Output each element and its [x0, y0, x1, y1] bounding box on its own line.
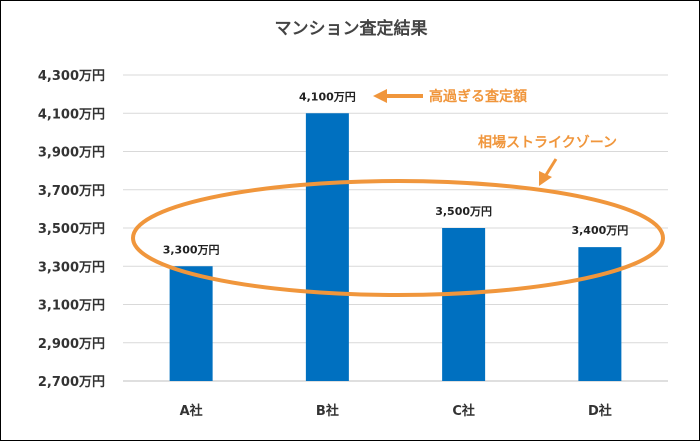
y-tick-label: 2,900万円	[38, 337, 105, 352]
data-label: 3,400万円	[571, 224, 628, 237]
data-label: 4,100万円	[299, 90, 356, 103]
bar	[442, 228, 486, 381]
strike-zone-ellipse	[131, 179, 665, 297]
y-tick-label: 2,700万円	[38, 375, 105, 390]
data-label: 3,500万円	[435, 205, 492, 218]
overpriced-arrow	[373, 89, 423, 103]
strike-zone-arrow	[539, 158, 558, 186]
grid-lines	[123, 74, 668, 382]
bars	[169, 113, 622, 381]
x-axis-ticks: A社 B社 C社 D社	[180, 403, 612, 419]
strike-zone-annotation: 相場ストライクゾーン	[478, 134, 617, 151]
x-tick-label: D社	[588, 403, 612, 419]
x-tick-label: B社	[316, 403, 339, 419]
bar	[305, 113, 349, 381]
data-labels: 3,300万円 4,100万円 3,500万円 3,400万円	[163, 90, 629, 256]
chart-title: マンション査定結果	[275, 18, 428, 39]
y-tick-label: 3,900万円	[38, 146, 105, 161]
y-tick-label: 3,100万円	[38, 299, 105, 314]
bar	[578, 247, 622, 381]
x-tick-label: A社	[180, 403, 203, 419]
y-tick-label: 3,700万円	[38, 184, 105, 199]
y-tick-label: 4,300万円	[38, 69, 105, 84]
y-axis-ticks: 2,700万円 2,900万円 3,100万円 3,300万円 3,500万円 3,700…	[38, 69, 105, 390]
y-tick-label: 3,500万円	[38, 222, 105, 237]
y-tick-label: 4,100万円	[38, 107, 105, 122]
y-tick-label: 3,300万円	[38, 260, 105, 275]
data-label: 3,300万円	[163, 243, 220, 256]
overpriced-annotation: 高過ぎる査定額	[429, 88, 527, 105]
x-tick-label: C社	[452, 403, 475, 419]
bar	[169, 266, 213, 381]
